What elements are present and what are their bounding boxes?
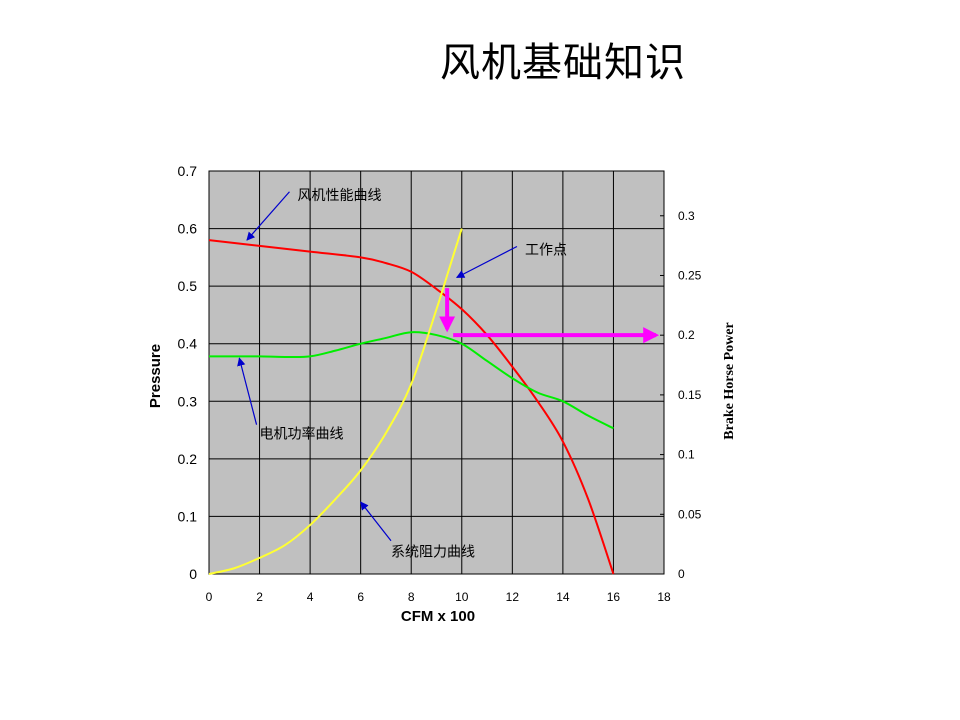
callout-arrow xyxy=(246,191,290,241)
operating-point-arrows xyxy=(439,288,660,344)
y2-tick-label: 0 xyxy=(678,567,685,581)
y-tick-label: 0.3 xyxy=(178,393,198,409)
annotation-system-resistance: 系统阻力曲线 xyxy=(391,545,475,561)
plot-area xyxy=(208,170,665,575)
system-resistance-curve xyxy=(208,228,463,575)
y2-tick-label: 0.1 xyxy=(678,448,695,462)
annotation-operating-point: 工作点 xyxy=(525,242,567,258)
x-tick-label: 8 xyxy=(408,590,415,604)
callout-arrow xyxy=(455,245,518,279)
y-tick-label: 0.5 xyxy=(178,278,198,294)
y-tick-label: 0.7 xyxy=(178,163,198,179)
callout-arrow xyxy=(360,501,392,542)
x-tick-label: 6 xyxy=(357,590,364,604)
x-tick-label: 4 xyxy=(307,590,314,604)
y2-tick-labels: 0 0.05 0.1 0.15 0.2 0.25 0.3 xyxy=(660,209,702,581)
y-tick-label: 0.6 xyxy=(178,221,198,237)
curves xyxy=(208,228,615,575)
y-tick-label: 0.4 xyxy=(178,336,198,352)
fan-performance-curve xyxy=(208,239,615,575)
y-tick-label: 0 xyxy=(189,566,197,582)
motor-power-curve xyxy=(209,331,614,430)
annotation-fan-curve: 风机性能曲线 xyxy=(297,188,381,204)
x-axis-title: CFM x 100 xyxy=(401,608,475,625)
y-axis-title: Pressure xyxy=(147,344,164,408)
y-tick-labels: 0 0.1 0.2 0.3 0.4 0.5 0.6 0.7 xyxy=(178,163,198,582)
y2-tick-label: 0.25 xyxy=(678,268,702,282)
grid-lines xyxy=(209,171,664,574)
y2-tick-label: 0.2 xyxy=(678,328,695,342)
y2-axis-title: Brake Horse Power xyxy=(722,322,737,439)
x-tick-labels: 0 2 4 6 8 10 12 14 16 18 xyxy=(206,590,671,604)
y2-tick-label: 0.3 xyxy=(678,209,695,223)
callout-arrow xyxy=(237,357,258,425)
x-tick-label: 14 xyxy=(556,590,570,604)
x-tick-label: 12 xyxy=(506,590,520,604)
x-tick-label: 18 xyxy=(657,590,671,604)
x-tick-label: 16 xyxy=(607,590,621,604)
x-tick-label: 2 xyxy=(256,590,263,604)
x-tick-label: 0 xyxy=(206,590,213,604)
x-tick-label: 10 xyxy=(455,590,469,604)
y-tick-label: 0.2 xyxy=(178,451,198,467)
y2-tick-label: 0.15 xyxy=(678,388,702,402)
y2-tick-label: 0.05 xyxy=(678,507,702,521)
annotation-motor-power: 电机功率曲线 xyxy=(260,426,344,443)
y-tick-label: 0.1 xyxy=(178,508,198,524)
slide-title: 风机基础知识 xyxy=(440,40,686,86)
